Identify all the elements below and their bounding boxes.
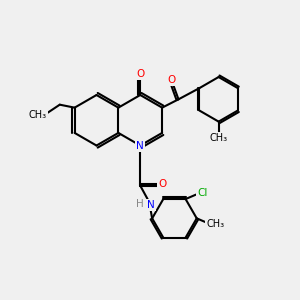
Text: O: O (158, 179, 167, 189)
Text: O: O (168, 75, 176, 85)
Text: CH₃: CH₃ (29, 110, 47, 120)
Text: N: N (136, 140, 144, 151)
Text: H: H (136, 200, 143, 209)
Text: Cl: Cl (197, 188, 208, 198)
Text: O: O (136, 69, 144, 79)
Text: N: N (147, 200, 154, 210)
Text: CH₃: CH₃ (206, 219, 224, 229)
Text: CH₃: CH₃ (209, 133, 228, 143)
